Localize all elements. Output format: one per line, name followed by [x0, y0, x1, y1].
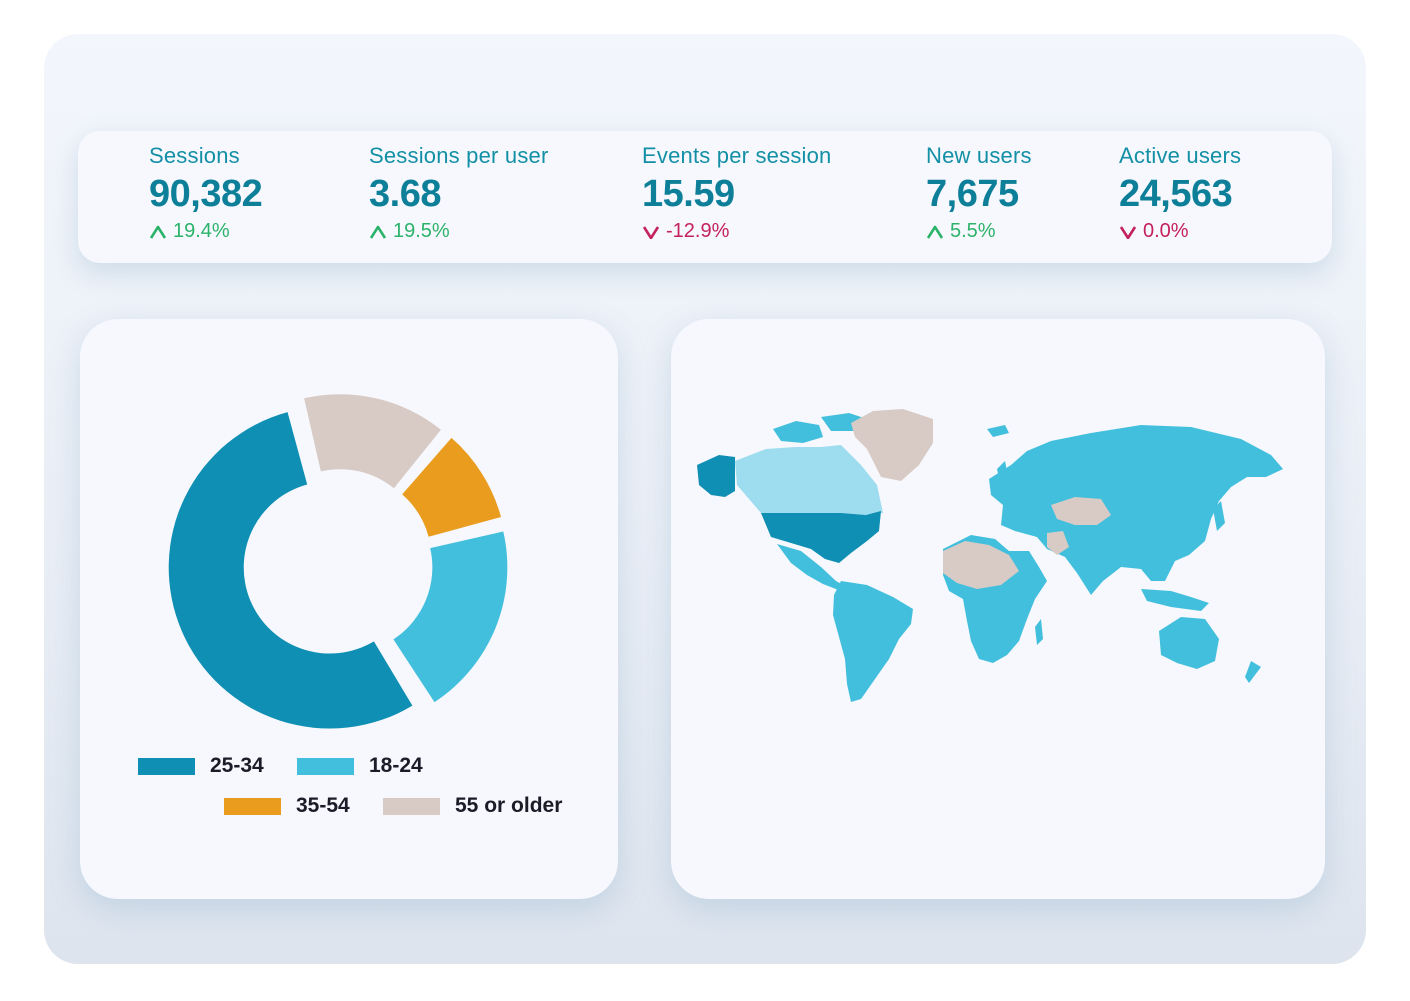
kpi-delta: 0.0% [1119, 220, 1241, 243]
donut-slice-25-34 [168, 412, 413, 729]
donut-slice-35-54 [402, 437, 502, 537]
kpi-sessions-per-user: Sessions per user 3.68 19.5% [369, 143, 549, 243]
kpi-value: 90,382 [149, 173, 263, 215]
kpi-delta: 19.5% [369, 220, 549, 243]
kpi-value: 7,675 [926, 173, 1019, 215]
kpi-delta: 5.5% [926, 220, 1032, 243]
kpi-value: 24,563 [1119, 173, 1233, 215]
map-japan [1213, 501, 1225, 531]
legend-label: 35-54 [296, 794, 350, 817]
legend-swatch [138, 757, 195, 775]
kpi-delta: -12.9% [642, 220, 831, 243]
kpi-delta-value: 19.4% [173, 220, 230, 242]
map-eurasia [989, 425, 1283, 595]
donut-slice-18-24 [393, 531, 508, 703]
trend-down-icon [1119, 225, 1137, 239]
kpi-delta-value: 0.0% [1143, 220, 1189, 242]
world-map-card [671, 319, 1325, 899]
world-map-icon [697, 409, 1283, 702]
trend-down-icon [642, 225, 660, 239]
trend-up-icon [369, 225, 387, 239]
donut-slice-55-or-older [304, 394, 441, 489]
kpi-label: Sessions [149, 143, 240, 168]
kpi-sessions: Sessions 90,382 19.4% [149, 143, 263, 243]
map-canada [735, 445, 883, 515]
map-new-zealand [1245, 661, 1261, 683]
kpi-value: 15.59 [642, 173, 735, 215]
kpi-delta: 19.4% [149, 220, 262, 243]
legend-item-25-34: 25-34 [138, 754, 264, 778]
legend-label: 18-24 [369, 754, 423, 777]
kpi-delta-value: -12.9% [666, 220, 730, 242]
map-alaska [697, 455, 735, 497]
legend-swatch [297, 757, 354, 775]
legend-swatch [383, 797, 440, 815]
kpi-delta-value: 5.5% [950, 220, 996, 242]
age-donut-card: 25-34 18-24 35-54 55 or older [80, 319, 618, 899]
kpi-new-users: New users 7,675 5.5% [926, 143, 1032, 243]
kpi-delta-value: 19.5% [393, 220, 450, 242]
map-se-asia [1141, 589, 1209, 611]
map-south-america [833, 581, 913, 702]
map-iceland [987, 425, 1009, 437]
kpi-label: Active users [1119, 143, 1242, 168]
kpi-label: Sessions per user [369, 143, 549, 168]
trend-up-icon [149, 225, 167, 239]
legend-label: 25-34 [210, 754, 264, 777]
map-central-america [777, 544, 847, 591]
age-donut-chart [168, 394, 508, 729]
legend-item-55-or-older: 55 or older [383, 794, 562, 818]
kpi-bar: Sessions 90,382 19.4% Sessions per user … [78, 131, 1332, 263]
legend-item-18-24: 18-24 [297, 754, 423, 778]
map-north-africa [943, 541, 1019, 589]
kpi-events-per-session: Events per session 15.59 -12.9% [642, 143, 831, 243]
kpi-value: 3.68 [369, 173, 441, 215]
kpi-label: New users [926, 143, 1032, 168]
kpi-label: Events per session [642, 143, 832, 168]
legend-swatch [224, 797, 281, 815]
map-australia [1159, 617, 1219, 669]
map-madagascar [1035, 619, 1043, 645]
map-usa [761, 511, 881, 563]
map-greenland [851, 409, 933, 481]
kpi-active-users: Active users 24,563 0.0% [1119, 143, 1241, 243]
map-kazakhstan [1051, 497, 1111, 525]
map-canada-islands [773, 421, 823, 443]
map-iran [1047, 531, 1069, 555]
legend-item-35-54: 35-54 [224, 794, 350, 818]
legend-label: 55 or older [455, 794, 563, 817]
trend-up-icon [926, 225, 944, 239]
